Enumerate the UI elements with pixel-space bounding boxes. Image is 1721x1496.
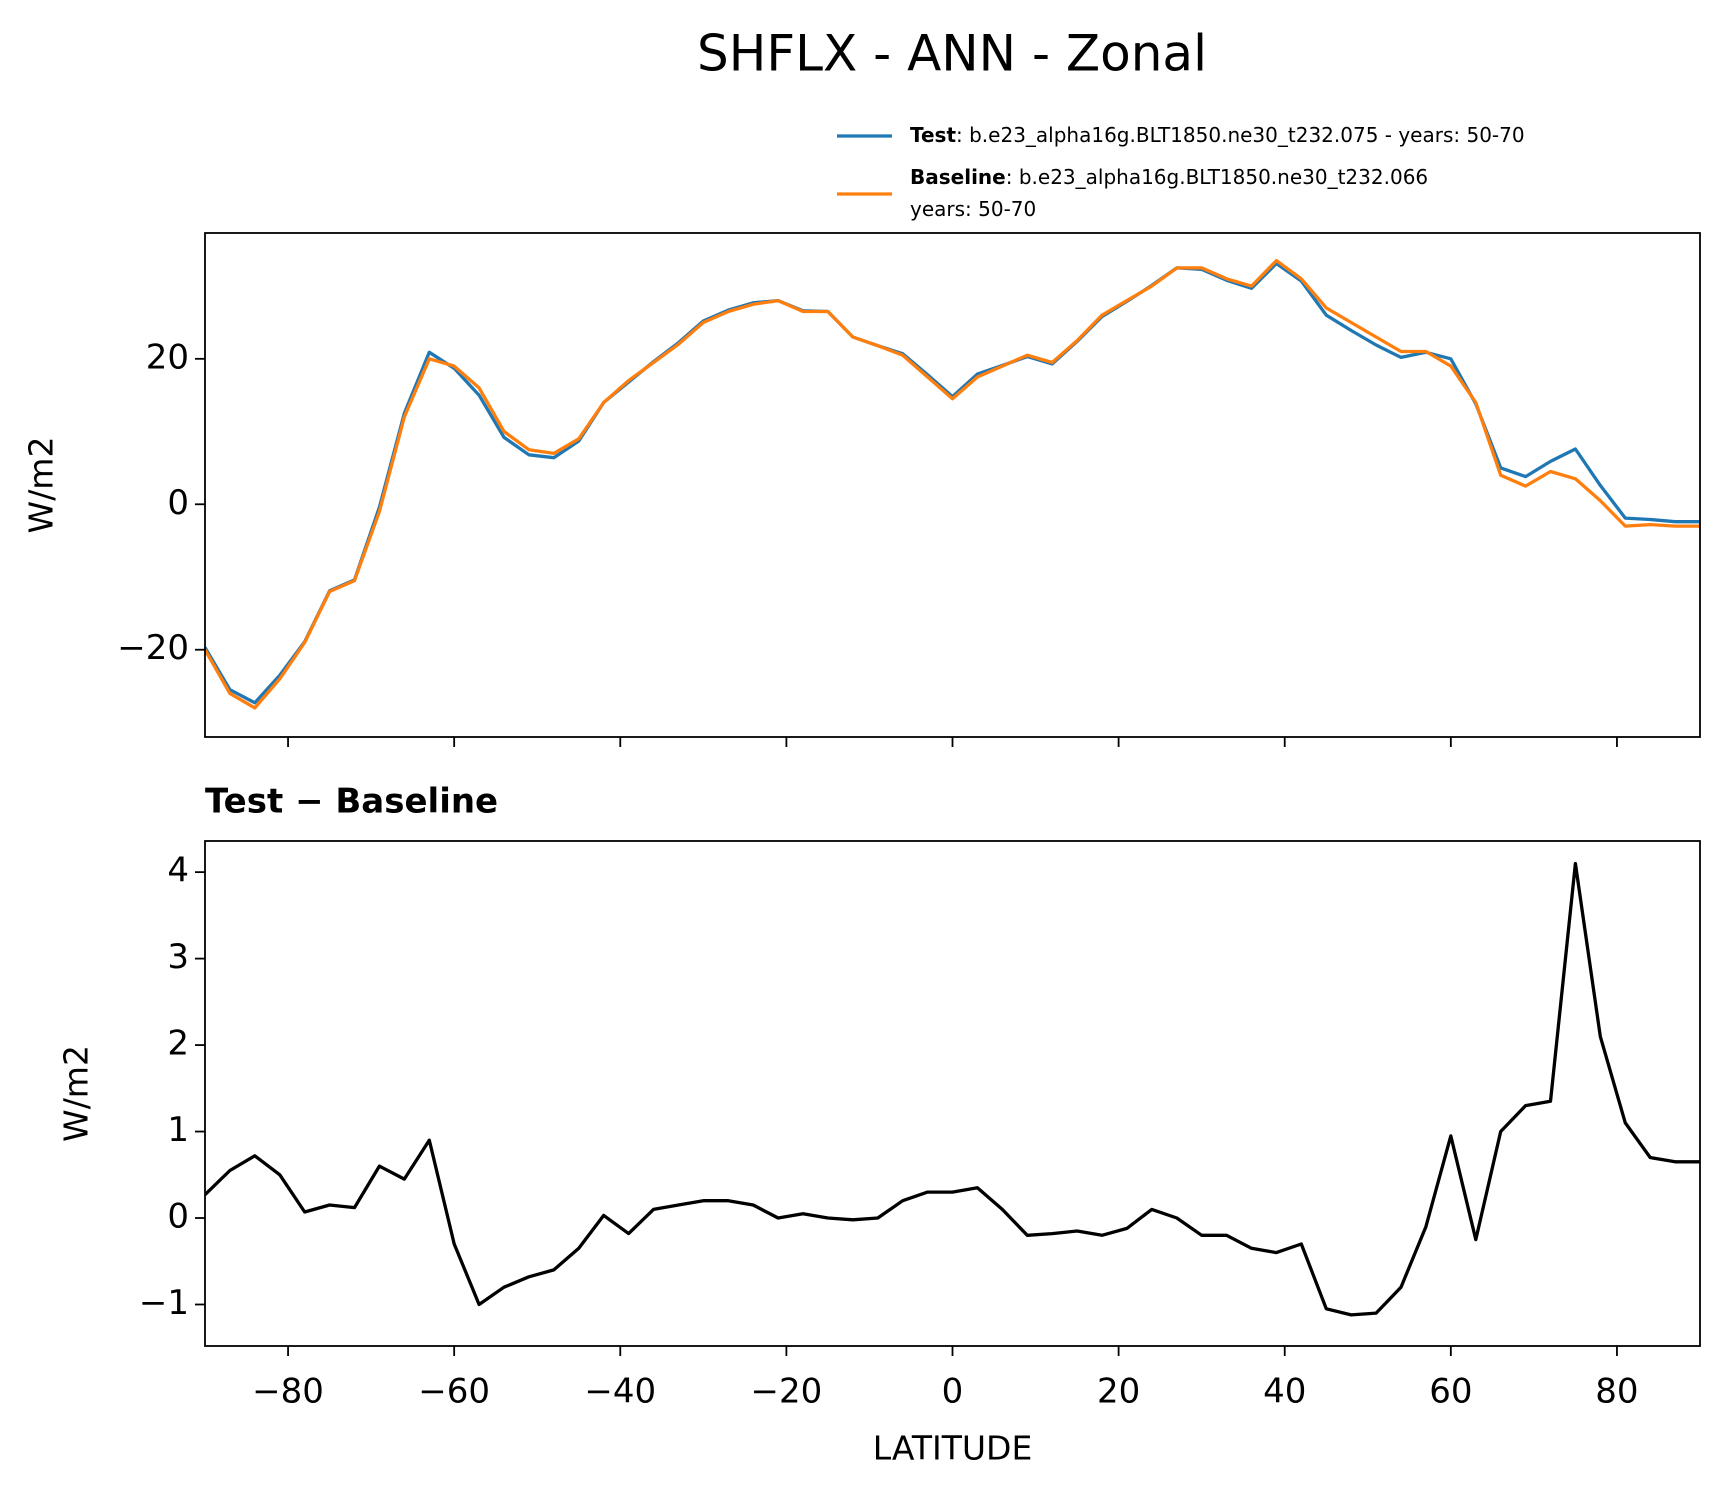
y-tick-label: 2 bbox=[167, 1024, 189, 1064]
y-tick-label: 1 bbox=[167, 1110, 189, 1150]
x-tick-label: 60 bbox=[1429, 1372, 1472, 1412]
y-tick-label: −20 bbox=[117, 628, 189, 668]
plot-area bbox=[205, 258, 1700, 710]
x-tick-label: −80 bbox=[252, 1372, 324, 1412]
x-tick-label: −60 bbox=[418, 1372, 490, 1412]
y-tick-label: 0 bbox=[167, 1197, 189, 1237]
plot-area bbox=[205, 861, 1700, 1317]
legend-label: Baseline: b.e23_alpha16g.BLT1850.ne30_t2… bbox=[910, 165, 1428, 189]
x-tick-label: −40 bbox=[584, 1372, 656, 1412]
legend-name: Test bbox=[910, 123, 956, 147]
y-tick-label: −1 bbox=[139, 1283, 189, 1323]
legend-desc: : b.e23_alpha16g.BLT1850.ne30_t232.066 bbox=[1006, 165, 1428, 189]
data-line bbox=[205, 861, 1700, 1317]
axes-frame bbox=[204, 232, 1701, 738]
x-tick-label: 20 bbox=[1097, 1372, 1140, 1412]
y-tick-label: 0 bbox=[167, 483, 189, 523]
legend-label: years: 50-70 bbox=[910, 197, 1036, 221]
y-axis-label: W/m2 bbox=[57, 1045, 96, 1142]
x-tick-label: 0 bbox=[942, 1372, 964, 1412]
data-line bbox=[205, 258, 1700, 710]
legend-desc: : b.e23_alpha16g.BLT1850.ne30_t232.075 -… bbox=[956, 123, 1525, 147]
subplot-title: Test − Baseline bbox=[205, 782, 498, 822]
legend-desc: years: 50-70 bbox=[910, 197, 1036, 221]
x-tick-label: 40 bbox=[1263, 1372, 1306, 1412]
y-tick-label: 3 bbox=[167, 937, 189, 977]
x-tick-label: 80 bbox=[1595, 1372, 1638, 1412]
figure-title: SHFLX - ANN - Zonal bbox=[697, 25, 1207, 83]
y-tick-label: 20 bbox=[146, 337, 189, 377]
x-tick-label: −20 bbox=[751, 1372, 823, 1412]
y-tick-label: 4 bbox=[167, 851, 189, 891]
y-axis-label: W/m2 bbox=[22, 437, 61, 534]
x-axis-label: LATITUDE bbox=[873, 1429, 1033, 1468]
axes-frame bbox=[204, 840, 1701, 1347]
legend-name: Baseline bbox=[910, 165, 1006, 189]
data-line bbox=[205, 261, 1700, 705]
legend-label: Test: b.e23_alpha16g.BLT1850.ne30_t232.0… bbox=[910, 123, 1525, 147]
